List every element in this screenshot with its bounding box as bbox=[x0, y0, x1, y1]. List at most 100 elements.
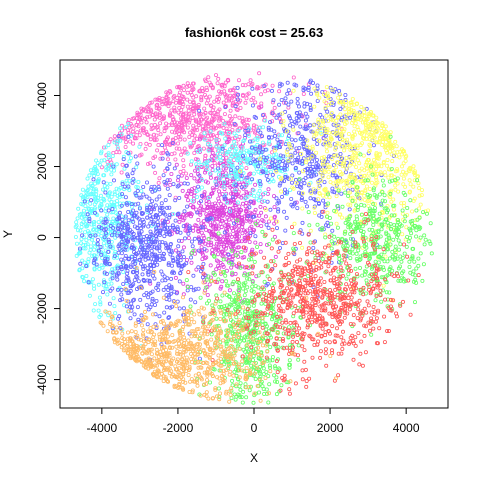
data-point-yellow bbox=[400, 232, 405, 237]
data-point-blue bbox=[177, 279, 182, 284]
data-point-green bbox=[420, 278, 425, 283]
data-point-magenta bbox=[240, 141, 245, 146]
data-point-green bbox=[396, 278, 401, 283]
data-point-green bbox=[203, 285, 208, 290]
data-point-blue bbox=[93, 210, 98, 215]
data-point-blue bbox=[278, 181, 283, 186]
data-point-blue bbox=[285, 190, 290, 195]
data-point-cyan bbox=[83, 230, 88, 235]
data-point-magenta bbox=[195, 157, 200, 162]
data-point-blue bbox=[167, 213, 172, 218]
data-point-yellow bbox=[362, 113, 367, 118]
data-point-cyan bbox=[88, 244, 93, 249]
data-point-green bbox=[414, 234, 419, 239]
data-point-yellow bbox=[336, 95, 341, 100]
data-point-yellow bbox=[352, 129, 357, 134]
data-point-green bbox=[229, 248, 234, 253]
data-point-yellow bbox=[291, 88, 296, 93]
data-point-green bbox=[224, 279, 229, 284]
data-point-yellow bbox=[339, 126, 344, 131]
data-point-green bbox=[378, 264, 383, 269]
data-point-blue bbox=[169, 304, 174, 309]
data-point-yellow bbox=[353, 121, 358, 126]
data-point-blue bbox=[310, 81, 315, 86]
data-point-green bbox=[410, 254, 415, 259]
data-point-pink bbox=[191, 100, 196, 105]
data-point-green bbox=[379, 227, 384, 232]
data-point-pink bbox=[153, 170, 158, 175]
data-point-yellow bbox=[390, 159, 395, 164]
data-point-blue bbox=[124, 244, 129, 249]
data-point-red bbox=[300, 272, 305, 277]
data-point-green bbox=[380, 288, 385, 293]
data-point-green bbox=[209, 332, 214, 337]
data-point-magenta bbox=[250, 279, 255, 284]
data-point-pink bbox=[214, 134, 219, 139]
data-point-pink bbox=[155, 114, 160, 119]
data-point-blue bbox=[277, 183, 282, 188]
data-point-pink bbox=[150, 126, 155, 131]
data-point-blue bbox=[156, 222, 161, 227]
data-point-green bbox=[284, 380, 289, 385]
data-point-cyan bbox=[247, 157, 252, 162]
data-point-red bbox=[302, 277, 307, 282]
data-point-green bbox=[345, 217, 350, 222]
data-point-pink bbox=[99, 165, 104, 170]
data-point-blue bbox=[117, 216, 122, 221]
data-point-blue bbox=[222, 194, 227, 199]
data-point-green bbox=[361, 234, 366, 239]
data-point-red bbox=[270, 327, 275, 332]
data-point-green bbox=[252, 393, 257, 398]
data-point-yellow bbox=[358, 173, 363, 178]
data-point-yellow bbox=[366, 237, 371, 242]
data-point-yellow bbox=[333, 144, 338, 149]
data-point-blue bbox=[276, 207, 281, 212]
data-point-green bbox=[253, 346, 258, 351]
data-point-blue bbox=[156, 281, 161, 286]
data-point-magenta bbox=[209, 229, 214, 234]
data-point-cyan bbox=[112, 204, 117, 209]
data-point-blue bbox=[338, 151, 343, 156]
data-point-green bbox=[238, 394, 243, 399]
data-point-cyan bbox=[261, 125, 266, 130]
data-point-green bbox=[235, 218, 240, 223]
data-point-yellow bbox=[355, 111, 360, 116]
data-point-blue bbox=[128, 264, 133, 269]
data-point-cyan bbox=[251, 188, 256, 193]
data-point-blue bbox=[117, 210, 122, 215]
data-point-green bbox=[394, 226, 399, 231]
data-point-magenta bbox=[200, 257, 205, 262]
data-point-yellow bbox=[353, 114, 358, 119]
data-point-green bbox=[329, 221, 334, 226]
data-point-green bbox=[362, 269, 367, 274]
data-point-pink bbox=[172, 109, 177, 114]
data-point-green bbox=[415, 217, 420, 222]
data-point-cyan bbox=[225, 173, 230, 178]
data-point-cyan bbox=[84, 273, 89, 278]
data-point-cyan bbox=[243, 184, 248, 189]
data-point-blue bbox=[112, 254, 117, 259]
data-point-blue bbox=[223, 105, 228, 110]
data-point-cyan bbox=[84, 238, 89, 243]
data-point-cyan bbox=[283, 172, 288, 177]
data-point-blue bbox=[257, 144, 262, 149]
data-point-pink bbox=[220, 84, 225, 89]
data-point-cyan bbox=[240, 145, 245, 150]
data-point-green bbox=[262, 279, 267, 284]
data-point-yellow bbox=[391, 197, 396, 202]
data-point-cyan bbox=[91, 220, 96, 225]
data-point-pink bbox=[157, 106, 162, 111]
data-point-pink bbox=[216, 109, 221, 114]
data-point-yellow bbox=[377, 135, 382, 140]
data-point-green bbox=[372, 208, 377, 213]
data-point-blue bbox=[141, 266, 146, 271]
data-point-green bbox=[413, 277, 418, 282]
data-point-green bbox=[252, 259, 257, 264]
data-point-blue bbox=[117, 314, 122, 319]
data-point-pink bbox=[165, 157, 170, 162]
data-point-pink bbox=[223, 80, 228, 85]
data-point-cyan bbox=[95, 172, 100, 177]
data-point-yellow bbox=[279, 176, 284, 181]
data-point-pink bbox=[164, 95, 169, 100]
data-point-pink bbox=[226, 135, 231, 140]
